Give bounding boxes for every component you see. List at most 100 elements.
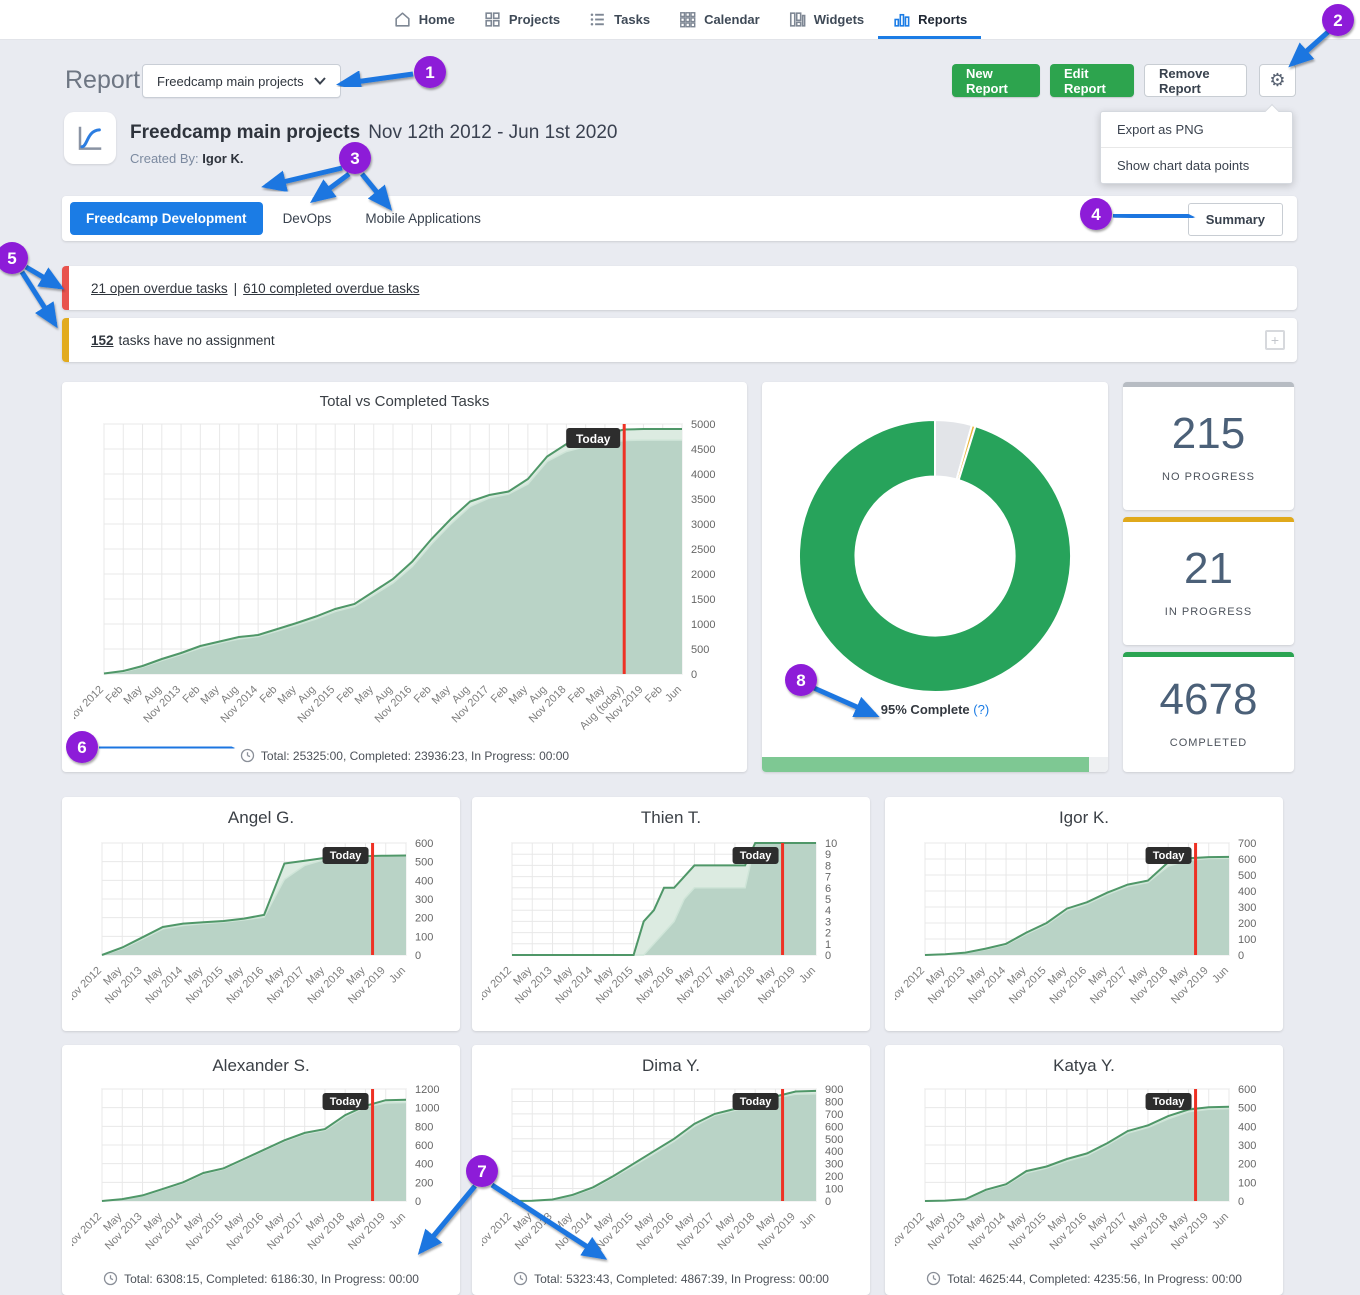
svg-text:Jun: Jun xyxy=(387,1211,408,1232)
user-chart-card-thien: Thien T. 0 1 2 3 4 5 6 7 8 9 10 Today Nov 2012 May Nov… xyxy=(472,797,870,1031)
svg-text:5: 5 xyxy=(7,249,16,268)
total-vs-completed-chart: 0 500 1000 1500 2000 2500 3000 3500 4000 4500 5000… xyxy=(64,416,734,742)
svg-text:Nov 2012: Nov 2012 xyxy=(895,965,927,1007)
svg-text:Feb: Feb xyxy=(643,684,665,706)
svg-text:Nov 2012: Nov 2012 xyxy=(482,965,514,1007)
menu-item-show-data-points[interactable]: Show chart data points xyxy=(1101,147,1292,183)
svg-text:Jun: Jun xyxy=(1210,1211,1231,1232)
remove-report-button[interactable]: Remove Report xyxy=(1144,64,1247,97)
svg-text:Today: Today xyxy=(576,432,611,446)
svg-text:Nov 2012: Nov 2012 xyxy=(482,1211,514,1253)
tab-devops[interactable]: DevOps xyxy=(282,211,332,226)
svg-text:600: 600 xyxy=(1238,854,1256,866)
help-link[interactable]: (?) xyxy=(973,702,990,717)
chart-title: Thien T. xyxy=(640,808,702,827)
overdue-alert: 21 open overdue tasks | 610 completed ov… xyxy=(62,266,1297,310)
settings-button[interactable]: ⚙ xyxy=(1259,64,1296,97)
user-chart-card-angel: Angel G. 0 100 200 300 400 500 600 Today Nov 201… xyxy=(62,797,460,1031)
svg-text:0: 0 xyxy=(691,669,697,681)
svg-text:600: 600 xyxy=(415,1140,433,1152)
svg-text:May: May xyxy=(507,683,531,707)
svg-text:1: 1 xyxy=(425,63,434,82)
area-chart: 0 100 200 300 400 500 600 700 Today Nov 2012 May No… xyxy=(885,837,1273,1015)
project-tabs-bar: Freedcamp Development DevOps Mobile Appl… xyxy=(62,196,1297,241)
expand-icon[interactable]: + xyxy=(1265,330,1285,350)
settings-menu: Export as PNG Show chart data points xyxy=(1100,103,1293,184)
chart-title: Angel G. xyxy=(227,808,295,827)
svg-text:May: May xyxy=(199,683,223,707)
svg-text:300: 300 xyxy=(1238,1140,1256,1152)
svg-text:900: 900 xyxy=(825,1084,843,1096)
stat-value: 215 xyxy=(1171,409,1246,458)
completion-label: 95% Complete (?) xyxy=(880,702,990,717)
tasks-icon xyxy=(588,10,607,29)
chart-title: Total vs Completed Tasks xyxy=(319,393,490,410)
summary-button[interactable]: Summary xyxy=(1187,203,1283,236)
svg-text:Jun: Jun xyxy=(797,965,818,986)
svg-text:4: 4 xyxy=(825,905,831,917)
time-totals: Total: 4625:44, Completed: 4235:56, In P… xyxy=(885,1271,1283,1286)
svg-text:0: 0 xyxy=(415,1196,421,1208)
stat-value: 4678 xyxy=(1159,675,1258,724)
time-totals: Total: 6308:15, Completed: 6186:30, In P… xyxy=(62,1271,460,1286)
area-chart: 0 1 2 3 4 5 6 7 8 9 10 Today Nov 2012 May Nov 2013 May N… xyxy=(472,837,860,1015)
edit-report-button[interactable]: Edit Report xyxy=(1050,64,1134,97)
svg-text:3500: 3500 xyxy=(691,494,715,506)
completion-progress-bar xyxy=(762,757,1108,772)
tab-freedcamp-development[interactable]: Freedcamp Development xyxy=(70,202,263,235)
svg-text:300: 300 xyxy=(1238,902,1256,914)
svg-text:0: 0 xyxy=(1238,950,1244,962)
area-chart: 0 200 400 600 800 1000 1200 Today Nov 2012 May Nov… xyxy=(62,1083,450,1261)
svg-text:1: 1 xyxy=(825,939,831,951)
created-by: Created By: Igor K. xyxy=(130,151,244,166)
svg-text:Jun: Jun xyxy=(663,684,684,705)
no-assignment-link[interactable]: 152 xyxy=(91,332,114,348)
svg-text:8: 8 xyxy=(825,860,831,872)
clock-icon xyxy=(513,1271,528,1286)
total-vs-completed-card: Total vs Completed Tasks 0 500 1000 1500 200… xyxy=(62,382,747,772)
open-overdue-link[interactable]: 21 open overdue tasks xyxy=(91,280,228,296)
svg-text:1500: 1500 xyxy=(691,594,715,606)
nav-tasks[interactable]: Tasks xyxy=(574,0,664,39)
completed-overdue-link[interactable]: 610 completed overdue tasks xyxy=(243,280,420,296)
new-report-button[interactable]: New Report xyxy=(952,64,1040,97)
svg-text:500: 500 xyxy=(415,857,433,869)
menu-item-export-png[interactable]: Export as PNG xyxy=(1117,122,1204,137)
nav-reports[interactable]: Reports xyxy=(878,0,981,39)
svg-text:Nov 2012: Nov 2012 xyxy=(72,1211,104,1253)
svg-text:700: 700 xyxy=(1238,838,1256,850)
completion-donut-card: 95% Complete (?) xyxy=(762,382,1108,772)
user-chart-card-igor: Igor K. 0 100 200 300 400 500 600 700 Today Nov 2… xyxy=(885,797,1283,1031)
svg-text:Feb: Feb xyxy=(489,684,511,706)
svg-text:500: 500 xyxy=(691,644,709,656)
nav-widgets[interactable]: Widgets xyxy=(774,0,878,39)
svg-text:Nov 2012: Nov 2012 xyxy=(74,684,106,726)
svg-text:May: May xyxy=(430,683,454,707)
svg-text:Today: Today xyxy=(740,850,772,862)
nav-home[interactable]: Home xyxy=(379,0,469,39)
svg-text:200: 200 xyxy=(825,1171,843,1183)
stat-label: COMPLETED xyxy=(1169,737,1248,749)
svg-text:Today: Today xyxy=(1153,850,1185,862)
svg-text:Feb: Feb xyxy=(258,684,280,706)
report-date-range: Nov 12th 2012 - Jun 1st 2020 xyxy=(368,122,618,143)
stat-card-completed: 4678 COMPLETED xyxy=(1123,652,1294,772)
svg-text:600: 600 xyxy=(825,1121,843,1133)
tab-mobile-applications[interactable]: Mobile Applications xyxy=(365,211,481,226)
svg-text:200: 200 xyxy=(1238,1159,1256,1171)
report-selector[interactable]: Freedcamp main projects xyxy=(142,64,341,98)
svg-text:200: 200 xyxy=(415,913,433,925)
svg-text:400: 400 xyxy=(415,1159,433,1171)
svg-text:0: 0 xyxy=(415,950,421,962)
nav-calendar[interactable]: Calendar xyxy=(664,0,774,39)
nav-projects[interactable]: Projects xyxy=(469,0,574,39)
svg-text:2500: 2500 xyxy=(691,544,715,556)
s-curve-chart-icon xyxy=(78,126,102,150)
area-chart: 0 100 200 300 400 500 600 Today Nov 2012 May Nov 2… xyxy=(62,837,450,1015)
svg-text:9: 9 xyxy=(825,849,831,861)
svg-text:5: 5 xyxy=(825,894,831,906)
time-totals: Total: 5323:43, Completed: 4867:39, In P… xyxy=(472,1271,870,1286)
time-totals: Total: 25325:00, Completed: 23936:23, In… xyxy=(62,748,747,763)
svg-text:600: 600 xyxy=(1238,1084,1256,1096)
svg-text:Today: Today xyxy=(740,1096,772,1108)
